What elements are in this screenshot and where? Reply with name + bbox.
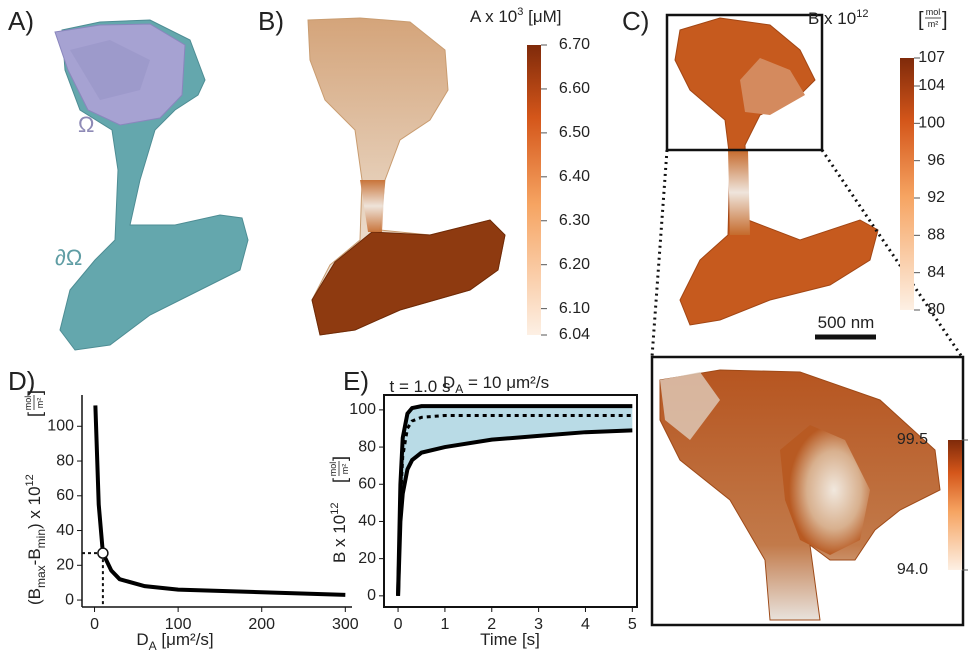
colorbar-tick-label: 92 bbox=[927, 189, 945, 206]
colorbar-tick-label: 6.60 bbox=[559, 80, 590, 97]
x-axis-label-part: [μm²/s] bbox=[157, 630, 214, 649]
unit-den: m² bbox=[35, 398, 45, 409]
chart-title-part: A bbox=[455, 382, 463, 396]
unit-bracket: [ bbox=[918, 9, 924, 31]
colorbar-tick-label: 107 bbox=[918, 49, 945, 66]
y-tick-label: 20 bbox=[358, 550, 376, 567]
panel-label: A) bbox=[8, 6, 34, 36]
panel-label: C) bbox=[622, 6, 649, 36]
y-tick-label: 40 bbox=[56, 522, 74, 539]
figure: A) B) C) D) E) Ω ∂Ω 500 nm A x 103 [μM] … bbox=[0, 0, 979, 657]
x-axis-label-part: A bbox=[149, 639, 157, 653]
x-tick-label: 200 bbox=[248, 616, 275, 633]
y-axis-label-part: -B bbox=[25, 548, 44, 565]
colorbar-title: A x 103 [μM] bbox=[470, 6, 562, 26]
unit-num: mol bbox=[23, 396, 33, 411]
colorbar-tick-label: 6.04 bbox=[559, 326, 590, 343]
y-axis-label-part: 12 bbox=[24, 474, 36, 486]
chart-title-part: = 10 μm²/s bbox=[463, 373, 549, 392]
y-axis-label-part: 12 bbox=[329, 503, 341, 515]
panel-label: B) bbox=[258, 6, 284, 36]
zoom-line bbox=[652, 150, 667, 357]
y-tick-label: 60 bbox=[358, 475, 376, 492]
y-axis-label: B x 1012 bbox=[329, 503, 349, 563]
y-tick-label: 0 bbox=[367, 587, 376, 604]
y-tick-label: 20 bbox=[56, 557, 74, 574]
y-tick-label: 80 bbox=[56, 452, 74, 469]
mesh-b bbox=[308, 18, 505, 335]
band bbox=[398, 406, 632, 596]
x-tick-label: 0 bbox=[394, 616, 403, 633]
colorbar-tick-label: 6.30 bbox=[559, 212, 590, 229]
y-axis-label-part: (B bbox=[25, 588, 44, 605]
x-axis-label-part: D bbox=[136, 630, 148, 649]
x-axis-label: DA [μm²/s] bbox=[136, 630, 213, 653]
unit-bracket: [ bbox=[25, 412, 45, 417]
y-tick-label: 60 bbox=[56, 487, 74, 504]
panel-label: E) bbox=[343, 366, 369, 396]
colorbar-tick-label: 6.20 bbox=[559, 256, 590, 273]
colorbar-tick-label: 80 bbox=[927, 301, 945, 318]
y-axis-label-part: B x 10 bbox=[330, 515, 349, 563]
unit-bracket: [ bbox=[330, 478, 350, 483]
colorbar bbox=[527, 45, 541, 335]
line-series bbox=[398, 430, 632, 596]
colorbar-tick-label: 96 bbox=[927, 152, 945, 169]
unit-den: m² bbox=[340, 464, 350, 475]
unit-bracket: ] bbox=[330, 456, 350, 461]
colorbar bbox=[900, 58, 914, 310]
colorbar-tick-label: 94.0 bbox=[897, 561, 928, 578]
chart-title: DA = 10 μm²/s bbox=[443, 373, 549, 396]
y-tick-label: 0 bbox=[65, 591, 74, 608]
colorbar-tick-label: 6.10 bbox=[559, 300, 590, 317]
marker bbox=[98, 548, 108, 558]
y-axis-label-part: min bbox=[34, 529, 48, 548]
colorbar-tick-label: 84 bbox=[927, 264, 945, 281]
colorbar-tick-label: 100 bbox=[918, 115, 945, 132]
boundary-label: ∂Ω bbox=[55, 245, 82, 270]
y-tick-label: 80 bbox=[358, 438, 376, 455]
colorbar-title: B x 1012 bbox=[808, 8, 868, 28]
domain-label: Ω bbox=[78, 112, 94, 137]
x-axis-label: Time [s] bbox=[480, 630, 540, 649]
x-tick-label: 300 bbox=[332, 616, 359, 633]
y-tick-label: 40 bbox=[358, 513, 376, 530]
line-series bbox=[95, 405, 345, 594]
unit-den: m² bbox=[928, 19, 939, 29]
y-axis-label-part: max bbox=[34, 565, 48, 588]
colorbar bbox=[948, 440, 962, 570]
colorbar-tick-label: 6.70 bbox=[559, 36, 590, 53]
x-tick-label: 1 bbox=[440, 616, 449, 633]
y-axis-label: (Bmax-Bmin) x 1012 bbox=[24, 474, 48, 605]
chart-title-part: D bbox=[443, 373, 455, 392]
unit-num: mol bbox=[926, 7, 941, 17]
mesh-a bbox=[55, 20, 248, 350]
colorbar-tick-label: 99.5 bbox=[897, 431, 928, 448]
colorbar-tick-label: 88 bbox=[927, 227, 945, 244]
colorbar-tick-label: 6.40 bbox=[559, 168, 590, 185]
colorbar-tick-label: 104 bbox=[918, 77, 945, 94]
scale-bar-label: 500 nm bbox=[818, 313, 875, 332]
colorbar-tick-label: 6.50 bbox=[559, 124, 590, 141]
unit-bracket: ] bbox=[942, 9, 948, 31]
mesh-c bbox=[675, 18, 878, 325]
x-tick-label: 0 bbox=[90, 616, 99, 633]
y-axis-label-part: ) x 10 bbox=[25, 486, 44, 529]
chart-title: t = 1.0 s bbox=[390, 377, 451, 396]
x-tick-label: 5 bbox=[628, 616, 637, 633]
x-tick-label: 4 bbox=[581, 616, 590, 633]
y-tick-label: 100 bbox=[47, 417, 74, 434]
y-tick-label: 100 bbox=[349, 401, 376, 418]
unit-num: mol bbox=[328, 462, 338, 477]
unit-bracket: ] bbox=[25, 390, 45, 395]
